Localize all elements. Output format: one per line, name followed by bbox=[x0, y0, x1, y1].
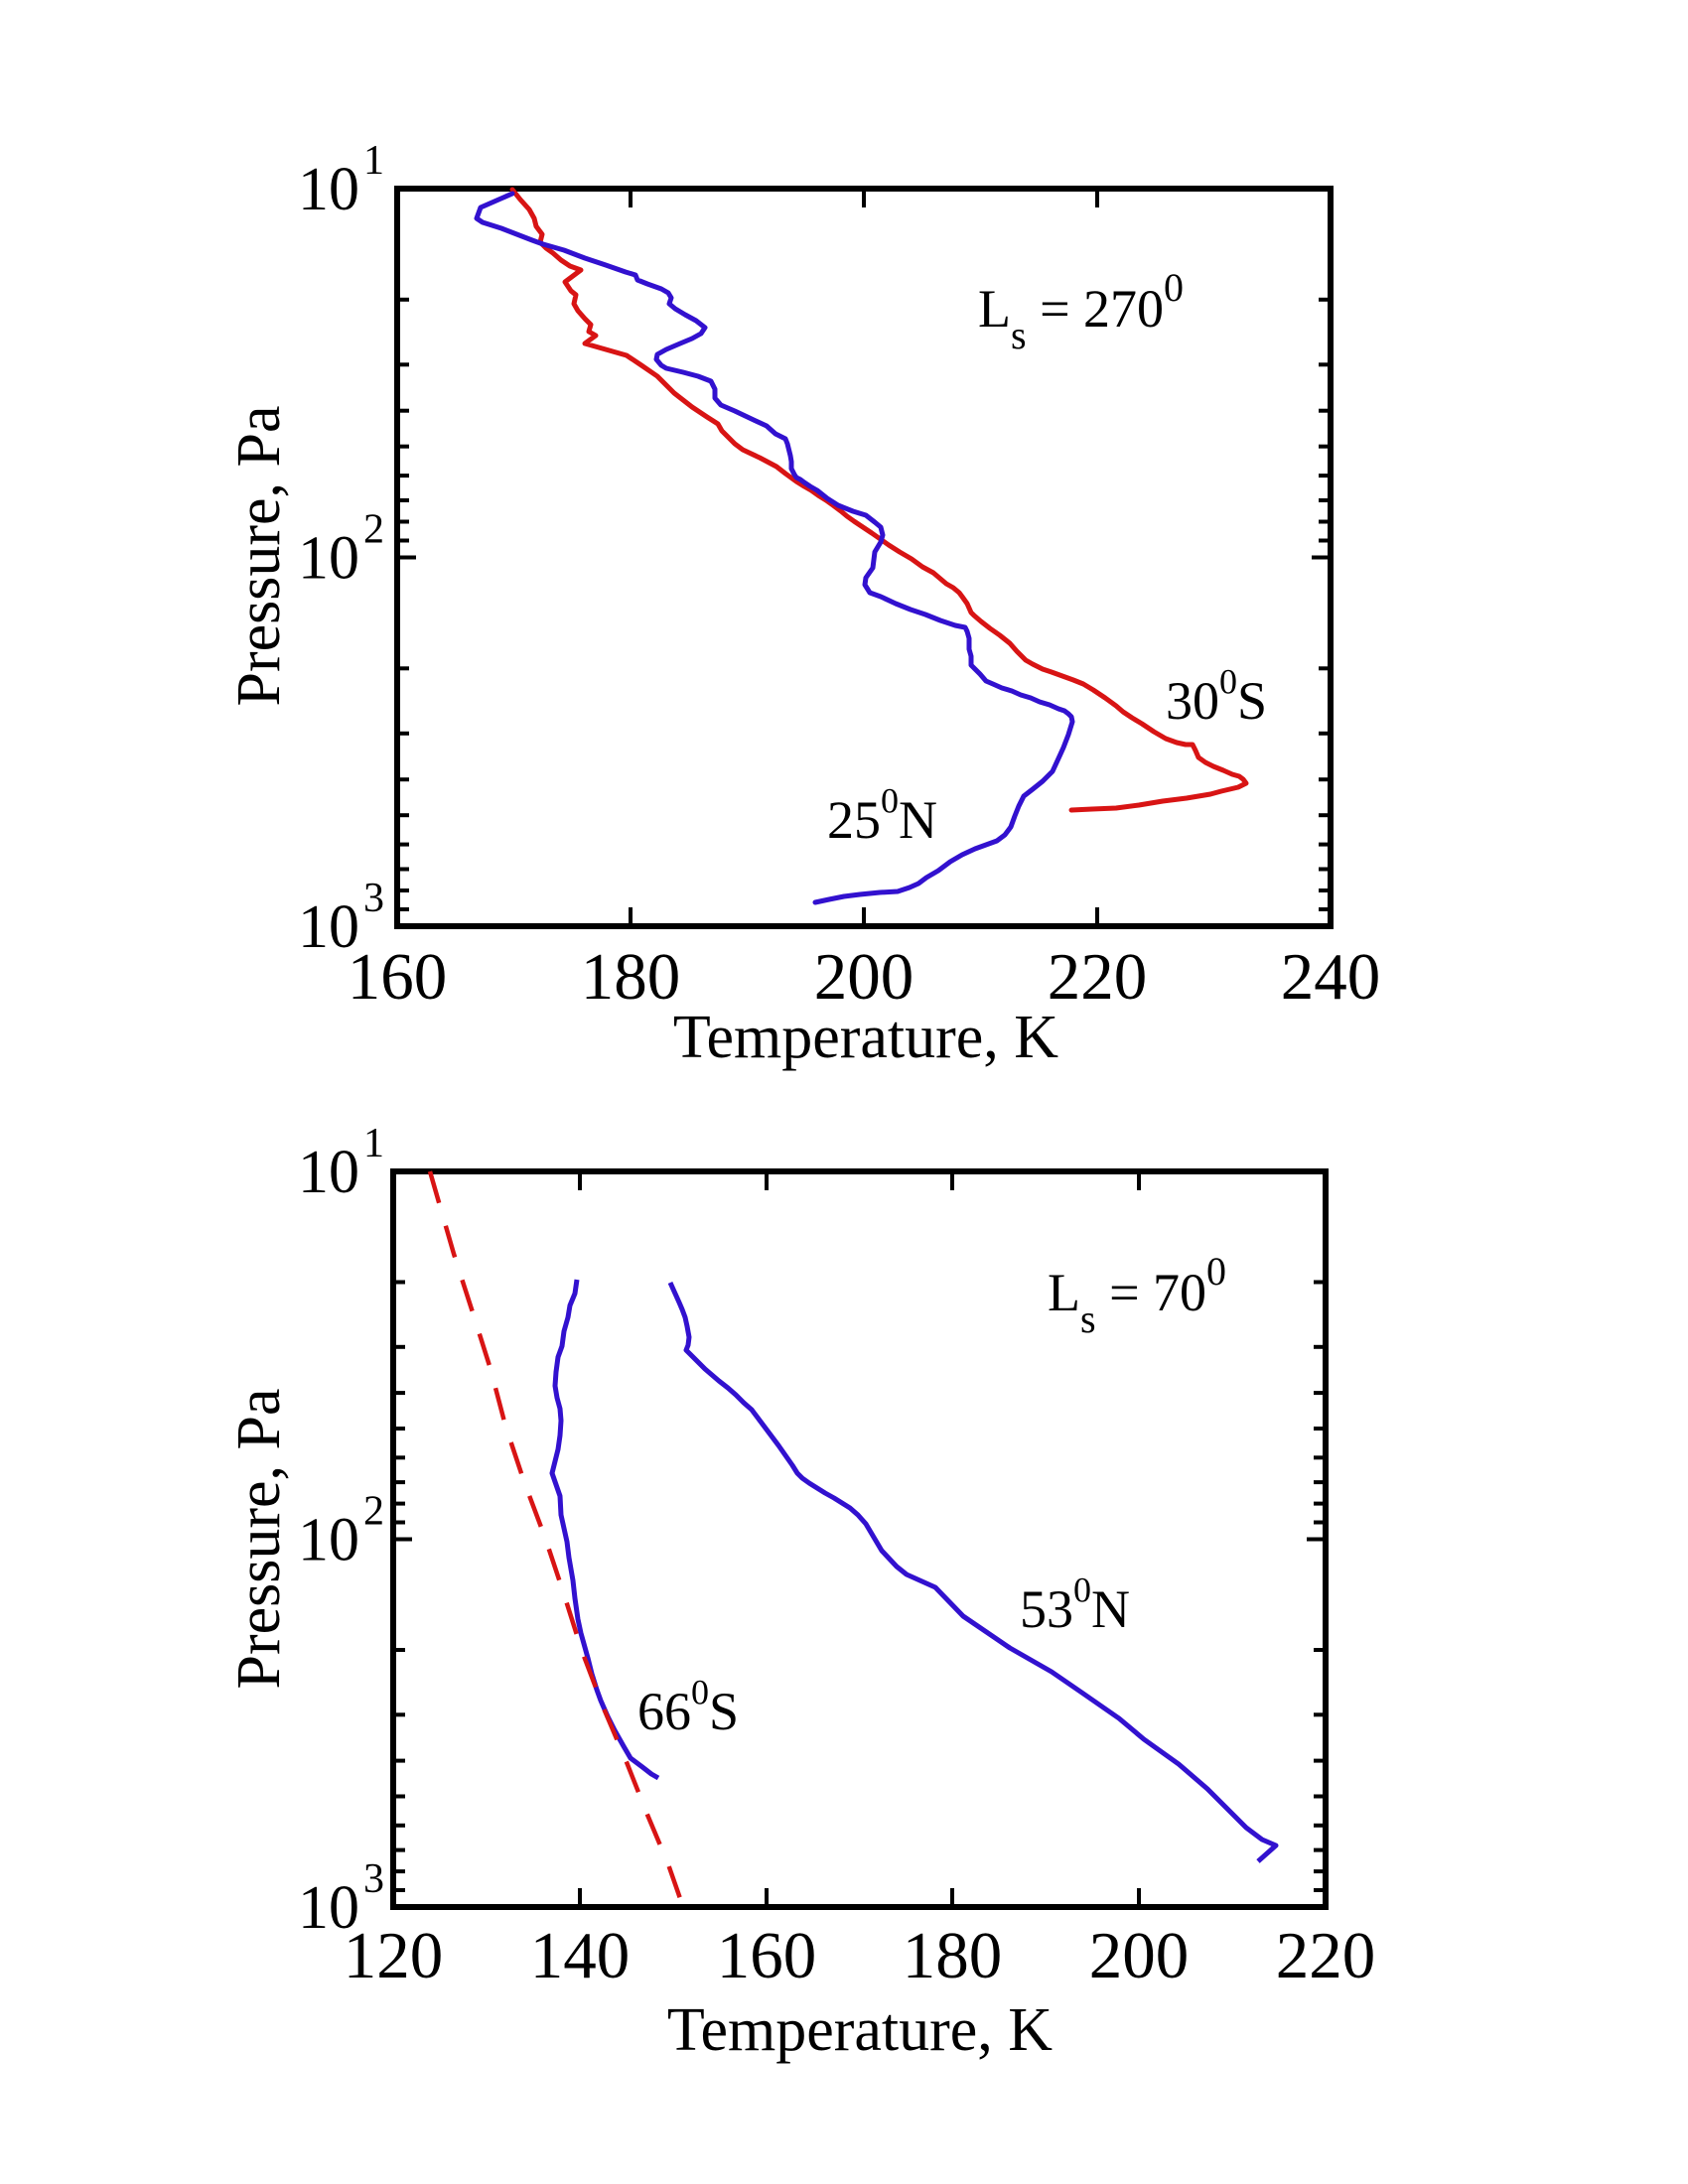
svg-text:Temperature, K: Temperature, K bbox=[673, 1004, 1058, 1071]
svg-text:660S: 660S bbox=[637, 1673, 739, 1742]
svg-text:240: 240 bbox=[1281, 940, 1381, 1014]
svg-text:1: 1 bbox=[363, 1121, 384, 1166]
svg-text:140: 140 bbox=[530, 1919, 631, 1992]
svg-text:Pressure, Pa: Pressure, Pa bbox=[225, 1388, 293, 1689]
svg-text:3: 3 bbox=[363, 876, 384, 921]
svg-text:Temperature, K: Temperature, K bbox=[667, 1996, 1053, 2064]
svg-text:300S: 300S bbox=[1166, 662, 1267, 732]
svg-text:220: 220 bbox=[1048, 940, 1148, 1014]
svg-text:10: 10 bbox=[298, 1507, 359, 1574]
svg-text:Ls = 700: Ls = 700 bbox=[1048, 1249, 1226, 1341]
svg-text:Ls = 2700: Ls = 2700 bbox=[978, 265, 1184, 357]
svg-text:2: 2 bbox=[363, 1489, 384, 1535]
svg-text:10: 10 bbox=[298, 156, 359, 223]
svg-text:530N: 530N bbox=[1020, 1570, 1130, 1640]
svg-text:2: 2 bbox=[363, 507, 384, 553]
svg-text:200: 200 bbox=[814, 940, 914, 1014]
svg-text:120: 120 bbox=[344, 1919, 444, 1992]
svg-text:200: 200 bbox=[1089, 1919, 1190, 1992]
svg-text:250N: 250N bbox=[827, 781, 937, 851]
svg-text:3: 3 bbox=[363, 1856, 384, 1902]
svg-text:10: 10 bbox=[298, 1874, 359, 1942]
svg-text:180: 180 bbox=[581, 940, 681, 1014]
svg-text:Pressure, Pa: Pressure, Pa bbox=[225, 405, 293, 706]
svg-text:1: 1 bbox=[363, 138, 384, 184]
svg-text:160: 160 bbox=[348, 940, 448, 1014]
svg-text:10: 10 bbox=[298, 893, 359, 961]
svg-text:10: 10 bbox=[298, 1139, 359, 1206]
svg-text:180: 180 bbox=[903, 1919, 1003, 1992]
svg-text:160: 160 bbox=[717, 1919, 817, 1992]
svg-text:10: 10 bbox=[298, 525, 359, 593]
svg-text:220: 220 bbox=[1276, 1919, 1376, 1992]
